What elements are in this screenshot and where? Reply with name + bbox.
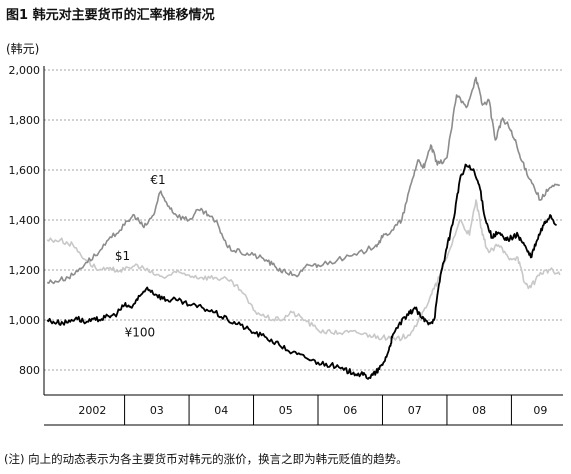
footnote: (注) 向上的动态表示为各主要货币对韩元的涨价，换言之即为韩元贬值的趋势。 bbox=[4, 452, 408, 466]
y-tick-label: 1,800 bbox=[9, 114, 41, 127]
series-lines bbox=[46, 76, 561, 380]
x-tick-label: 04 bbox=[214, 404, 228, 417]
x-tick-label: 06 bbox=[343, 404, 357, 417]
plot-frame bbox=[43, 66, 563, 426]
grid-lines bbox=[44, 69, 563, 371]
x-tick-label: 07 bbox=[408, 404, 422, 417]
x-tick-label: 05 bbox=[279, 404, 293, 417]
series-line-eur bbox=[46, 76, 560, 285]
chart-title: 图1 韩元对主要货币的汇率推移情况 bbox=[6, 8, 215, 23]
year-dividers bbox=[124, 395, 512, 425]
series-label-usd: $1 bbox=[115, 249, 130, 263]
x-tick-label: 09 bbox=[533, 404, 547, 417]
y-tick-label: 800 bbox=[19, 364, 40, 377]
y-tick-label: 1,000 bbox=[9, 314, 41, 327]
series-line-jpy bbox=[46, 163, 557, 380]
y-tick-labels: 800 1,000 1,200 1,400 1,600 1,800 2,000 bbox=[9, 64, 41, 377]
x-tick-label: 2002 bbox=[78, 404, 106, 417]
x-tick-label: 08 bbox=[472, 404, 486, 417]
x-tick-label: 03 bbox=[150, 404, 164, 417]
series-line-usd bbox=[46, 199, 561, 342]
y-tick-label: 1,400 bbox=[9, 214, 41, 227]
y-tick-label: 1,200 bbox=[9, 264, 41, 277]
y-axis-unit-label: (韩元) bbox=[6, 42, 40, 56]
y-tick-label: 2,000 bbox=[9, 64, 41, 77]
series-labels: $1 €1 ¥100 bbox=[115, 173, 166, 340]
y-tick-label: 1,600 bbox=[9, 164, 41, 177]
series-label-jpy: ¥100 bbox=[125, 325, 156, 339]
series-label-eur: €1 bbox=[150, 173, 165, 187]
x-tick-labels: 2002 03 04 05 06 07 08 09 bbox=[78, 404, 547, 417]
